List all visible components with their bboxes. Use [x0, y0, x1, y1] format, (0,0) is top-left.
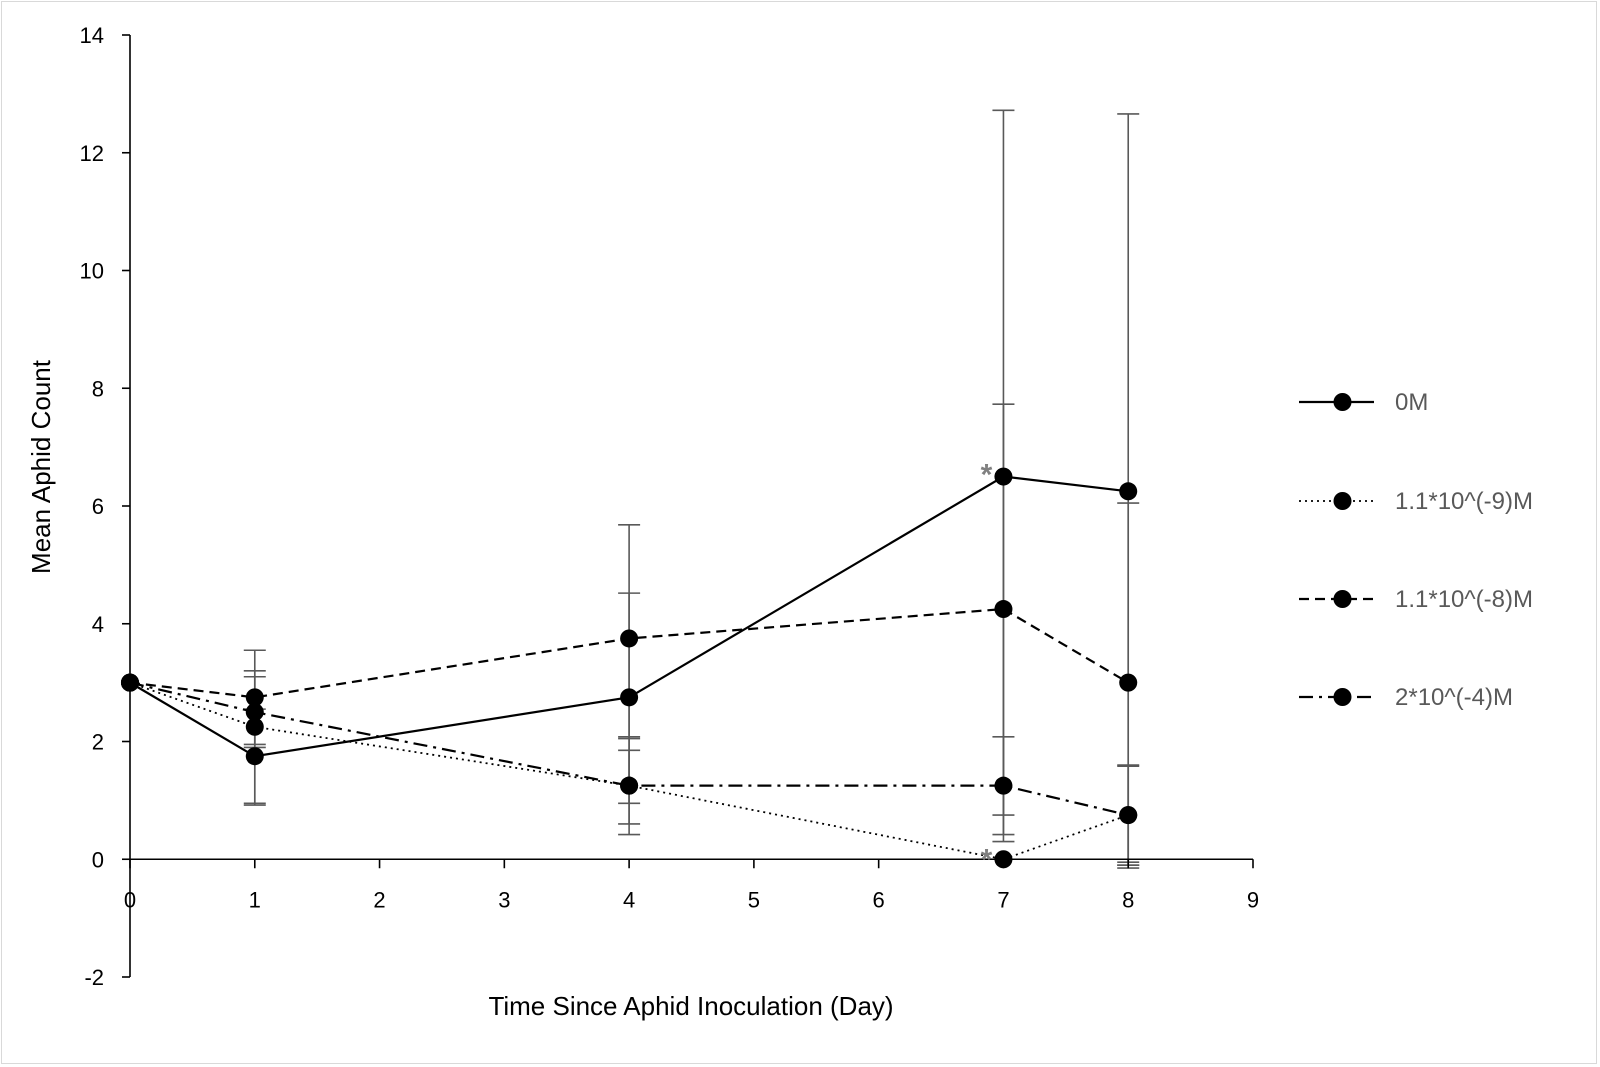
x-tick-label: 0	[124, 887, 136, 912]
data-point	[121, 673, 139, 692]
y-tick-label: 8	[92, 376, 104, 401]
y-tick-label: 10	[80, 259, 104, 284]
legend-label: 1.1*10^(-8)M	[1395, 586, 1533, 613]
data-point	[994, 776, 1013, 795]
data-point	[1119, 806, 1138, 825]
x-axis-title: Time Since Aphid Inoculation (Day)	[488, 991, 893, 1021]
x-tick-label: 6	[873, 887, 885, 912]
data-point	[620, 629, 639, 648]
y-axis-title: Mean Aphid Count	[26, 359, 56, 574]
legend-marker	[1333, 590, 1352, 608]
legend-marker	[1333, 393, 1352, 411]
legend-label: 2*10^(-4)M	[1395, 684, 1513, 711]
y-tick-label: 0	[92, 847, 104, 872]
x-tick-label: 5	[748, 887, 760, 912]
data-point	[245, 703, 264, 722]
legend-marker	[1333, 492, 1352, 510]
x-tick-label: 9	[1247, 887, 1259, 912]
data-point	[620, 776, 639, 795]
significance-asterisk: *	[981, 459, 993, 492]
data-point	[1119, 482, 1138, 501]
annotations: **	[981, 459, 993, 877]
data-point	[1119, 673, 1138, 692]
legend-marker	[1333, 688, 1352, 706]
data-point	[245, 747, 264, 766]
series-markers	[121, 467, 1138, 869]
y-tick-label: 14	[80, 23, 104, 48]
data-point	[245, 688, 264, 707]
y-tick-label: 12	[80, 141, 104, 166]
x-tick-label: 8	[1122, 887, 1134, 912]
x-tick-label: 1	[249, 887, 261, 912]
data-point	[245, 717, 264, 736]
x-tick-label: 4	[623, 887, 635, 912]
legend-label: 0M	[1395, 389, 1428, 416]
x-tick-label: 2	[373, 887, 385, 912]
data-point	[620, 688, 639, 707]
y-tick-label: -2	[84, 965, 104, 990]
axes	[122, 34, 1254, 978]
y-tick-label: 6	[92, 494, 104, 519]
x-tick-label: 7	[997, 887, 1009, 912]
y-tick-label: 2	[92, 730, 104, 755]
legend-label: 1.1*10^(-9)M	[1395, 488, 1533, 515]
x-tick-label: 3	[498, 887, 510, 912]
data-point	[994, 467, 1013, 486]
legend: 0M 1.1*10^(-9)M 1.1*10^(-8)M 2*10^(-4)M	[1299, 389, 1533, 711]
significance-asterisk: *	[981, 843, 993, 876]
error-bars	[243, 109, 1140, 869]
y-tick-label: 4	[92, 612, 104, 637]
data-point	[994, 600, 1013, 619]
data-point	[994, 850, 1013, 869]
